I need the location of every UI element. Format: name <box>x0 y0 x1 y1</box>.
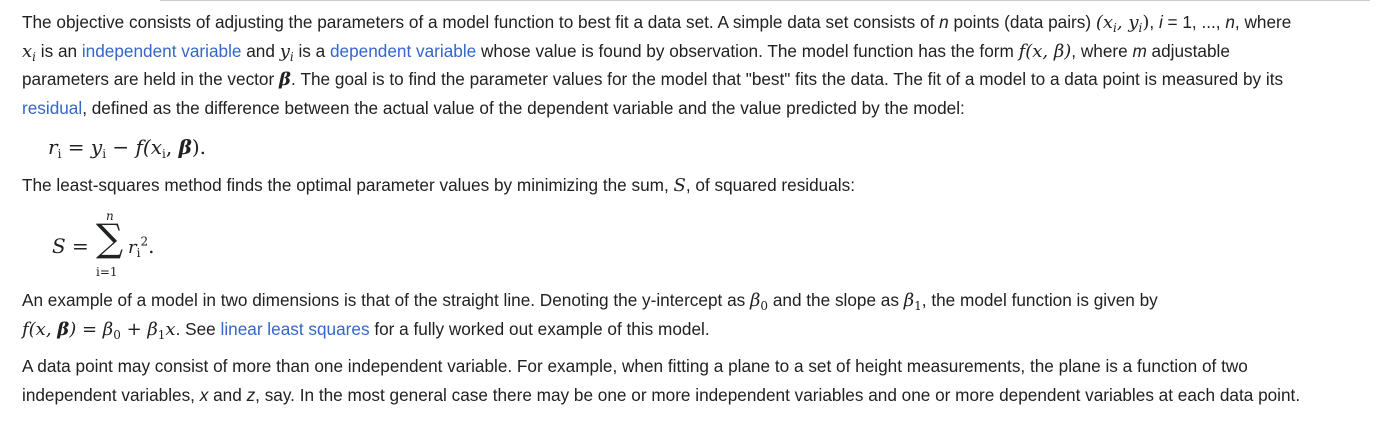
text: adjustable <box>1146 40 1230 61</box>
math-part: (x <box>1095 12 1114 33</box>
math-part: + β <box>120 318 158 340</box>
text: , say. In the most general case there ma… <box>255 384 1301 405</box>
sigma-symbol: ∑ <box>96 215 124 260</box>
math-part: , <box>165 135 179 160</box>
var-x: x <box>199 384 209 405</box>
section-divider <box>160 0 1370 1</box>
text: An example of a model in two dimensions … <box>22 289 750 310</box>
math-part: x <box>165 318 176 340</box>
text: , where <box>1234 12 1292 32</box>
link-linear-least-squares[interactable]: linear least squares <box>220 318 370 339</box>
text: = 1, ..., <box>1162 12 1226 32</box>
text: is an <box>36 40 82 61</box>
text: and <box>208 384 247 405</box>
var-n: n <box>939 12 949 32</box>
math-x-i: xi <box>22 40 36 64</box>
math-subscript: i <box>57 147 62 162</box>
text: is a <box>293 40 330 61</box>
paragraph-line: xi is an independent variable and yi is … <box>22 37 1394 66</box>
math-part: f(x <box>135 135 163 160</box>
sum-upper-limit: n <box>106 208 114 223</box>
var-z: z <box>246 384 256 405</box>
sum-lower-limit: i=1 <box>96 264 118 279</box>
math-part: y <box>279 40 290 62</box>
paragraph-line: f(x, β) = β0 + β1x. See linear least squ… <box>22 315 1394 344</box>
paragraph-multiple-variables: A data point may consist of more than on… <box>22 352 1394 409</box>
text: See <box>180 318 221 339</box>
text: The objective consists of adjusting the … <box>22 12 940 32</box>
math-part: β <box>903 289 915 311</box>
paragraph-line: residual, defined as the difference betw… <box>22 94 1394 123</box>
article-body: The objective consists of adjusting the … <box>22 8 1394 418</box>
math-part: x <box>22 40 33 62</box>
text: and <box>241 40 280 61</box>
text: , <box>1149 12 1159 32</box>
math-beta-vector: β <box>279 69 291 91</box>
var-m: m <box>1132 40 1147 61</box>
text: and the slope as <box>768 289 904 310</box>
var-n: n <box>1225 12 1235 32</box>
math-subscript: i <box>32 49 36 64</box>
math-data-pair: (xi, yi) <box>1095 12 1150 35</box>
text: , the model function is given by <box>921 289 1158 310</box>
text: . The goal is to find the parameter valu… <box>290 69 1284 90</box>
text: points (data pairs) <box>948 12 1096 32</box>
math-y-i: yi <box>279 40 294 64</box>
math-part: = <box>61 135 91 160</box>
math-subscript: 1 <box>157 327 166 342</box>
text: , of squared residuals: <box>685 175 855 196</box>
math-subscript: i <box>289 49 294 64</box>
math-part: β <box>57 318 70 340</box>
text: parameters are held in the vector <box>22 69 279 90</box>
math-subscript: i <box>1138 21 1143 35</box>
text: whose value is found by observation. The… <box>476 40 1019 61</box>
math-part: S = <box>52 233 89 258</box>
math-subscript: i <box>162 147 166 162</box>
paragraph-line: A data point may consist of more than on… <box>22 352 1394 381</box>
sum-term: ri2. <box>128 232 154 263</box>
math-part: y <box>90 135 103 160</box>
paragraph-line: The objective consists of adjusting the … <box>22 8 1394 37</box>
var-i: i <box>1158 12 1163 32</box>
text: A data point may consist of more than on… <box>22 356 1248 377</box>
math-subscript: 0 <box>113 327 121 342</box>
math-part: . <box>175 318 181 339</box>
equation-residual: ri = yi − f(xi, β). <box>22 131 1394 163</box>
math-part: . <box>148 233 155 258</box>
math-subscript: i <box>136 245 141 260</box>
math-superscript: 2 <box>140 234 149 249</box>
paragraph-line: parameters are held in the vector β. The… <box>22 65 1394 94</box>
paragraph-line: independent variables, x and z, say. In … <box>22 381 1394 410</box>
paragraph-line: The least-squares method finds the optim… <box>22 171 1394 200</box>
math-subscript: 0 <box>760 298 769 313</box>
math-part: − <box>106 135 136 160</box>
math-part: r <box>48 135 58 160</box>
text: , defined as the difference between the … <box>82 97 965 118</box>
link-residual[interactable]: residual <box>22 97 83 118</box>
link-independent-variable[interactable]: independent variable <box>81 40 242 61</box>
math-part: r <box>128 236 137 258</box>
text: The least-squares method finds the optim… <box>22 175 674 196</box>
paragraph-objective: The objective consists of adjusting the … <box>22 8 1394 122</box>
math-subscript: i <box>1113 21 1117 35</box>
math-part: ) = β <box>69 318 114 340</box>
math-part: , y <box>1116 12 1139 33</box>
math-part: β <box>178 135 192 160</box>
math-model-function: f(x, β) <box>1018 40 1072 62</box>
paragraph-line: An example of a model in two dimensions … <box>22 286 1394 315</box>
math-subscript: i <box>102 147 107 162</box>
math-subscript: 1 <box>914 298 922 313</box>
equation-sum-of-squares: S = n ∑ i=1 ri2. <box>22 209 1394 279</box>
text: , where <box>1071 40 1133 61</box>
paragraph-least-squares: The least-squares method finds the optim… <box>22 171 1394 200</box>
math-part: ) <box>1142 12 1150 33</box>
math-part: β <box>750 289 761 311</box>
math-part: f(x, <box>22 318 58 340</box>
text: independent variables, <box>22 384 200 405</box>
var-S: S <box>673 175 686 197</box>
paragraph-straight-line: An example of a model in two dimensions … <box>22 286 1394 343</box>
math-part: ). <box>191 135 207 160</box>
text: for a fully worked out example of this m… <box>369 318 710 339</box>
link-dependent-variable[interactable]: dependent variable <box>330 40 477 61</box>
